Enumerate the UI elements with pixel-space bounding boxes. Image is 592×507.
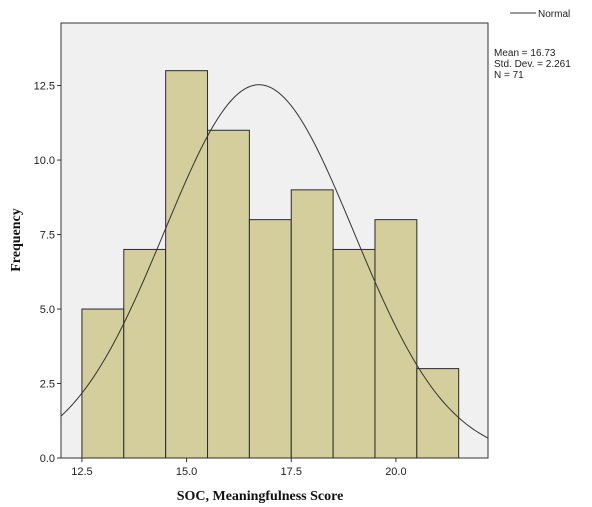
- y-axis-title: Frequency: [9, 208, 24, 272]
- histogram-bar-8: [374, 219, 418, 459]
- x-axis-title: SOC, Meaningfulness Score: [177, 489, 344, 504]
- y-tick-label-2: 2.5: [40, 379, 55, 391]
- histogram-bar-7: [332, 248, 376, 459]
- histogram-bar-2: [123, 248, 167, 459]
- x-tick-label-1: 12.5: [71, 466, 92, 478]
- histogram-bar-5: [248, 219, 292, 459]
- histogram-bar-9: [416, 368, 460, 459]
- stats-n: N = 71: [494, 70, 524, 81]
- y-tick-label-6: 12.5: [34, 81, 55, 93]
- y-tick-label-1: 0.0: [40, 453, 55, 465]
- legend: Normal: [510, 9, 570, 20]
- stats-std-dev: Std. Dev. = 2.261: [494, 59, 571, 70]
- normal-curve: [60, 84, 489, 439]
- x-axis: 12.5 15.0 17.5 20.0: [71, 458, 407, 478]
- x-tick-label-3: 17.5: [281, 466, 302, 478]
- histogram-bar-6: [290, 189, 334, 459]
- histogram-bars: [81, 70, 460, 459]
- histogram-bar-1: [81, 308, 125, 459]
- stats-box: Mean = 16.73 Std. Dev. = 2.261 N = 71: [494, 48, 571, 81]
- histogram-bar-4: [207, 129, 250, 459]
- x-tick-label-4: 20.0: [385, 466, 406, 478]
- histogram-bar-3: [165, 70, 209, 459]
- x-tick-label-2: 15.0: [176, 466, 197, 478]
- stats-mean: Mean = 16.73: [494, 48, 556, 59]
- y-tick-label-5: 10.0: [34, 155, 55, 167]
- y-axis: 0.0 2.5 5.0 7.5 10.0 12.5: [34, 81, 61, 465]
- legend-label: Normal: [538, 9, 570, 20]
- y-tick-label-3: 5.0: [40, 304, 55, 316]
- y-tick-label-4: 7.5: [40, 230, 55, 242]
